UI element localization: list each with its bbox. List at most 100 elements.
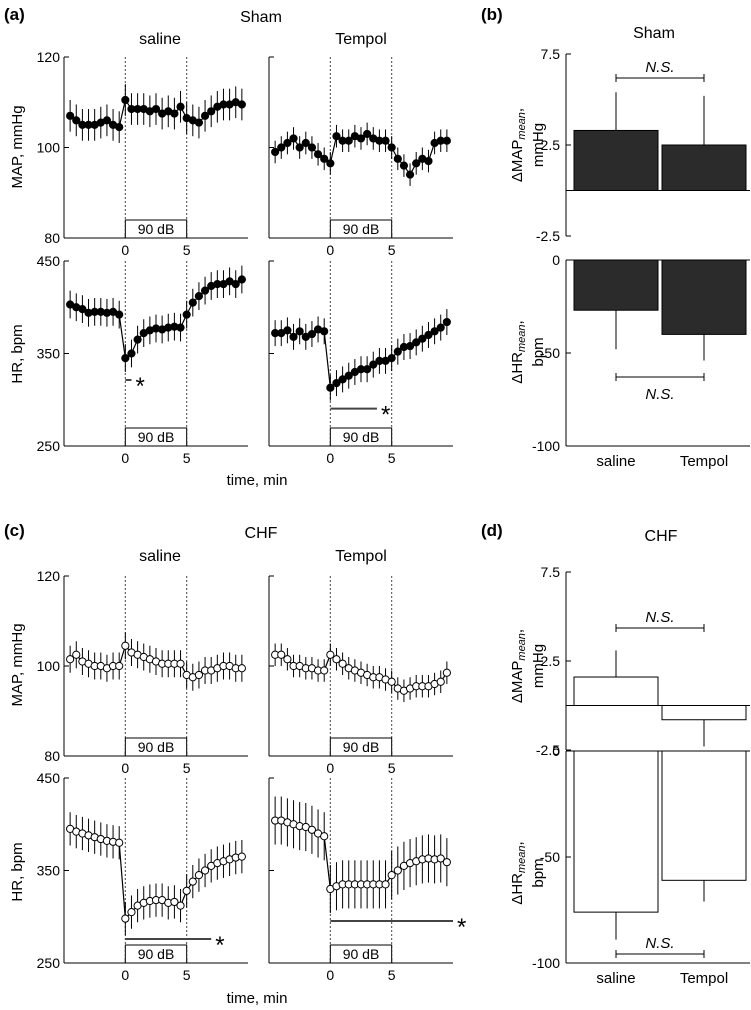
data-point [326, 650, 335, 659]
data-point [412, 159, 421, 168]
data-point [320, 832, 329, 841]
data-point [332, 655, 341, 664]
stimulus-label: 90 dB [138, 221, 175, 237]
x-tick-label: 5 [388, 967, 396, 983]
plot-a-hr-tempol: 0 5 90 dB* [268, 260, 453, 466]
data-point [418, 334, 427, 343]
data-point [207, 107, 216, 116]
data-point [442, 668, 451, 677]
data-point [115, 123, 124, 132]
y-tick-label: 350 [37, 863, 61, 879]
data-point [115, 661, 124, 671]
category-label: Tempol [680, 453, 728, 470]
ylabel-unit: bpm [530, 337, 547, 366]
ylabel-map-a: MAP, mmHg [9, 105, 26, 188]
data-point [442, 136, 451, 145]
title-chf-tempol: Tempol [335, 548, 387, 565]
data-point [237, 100, 246, 109]
significance-star: * [457, 914, 466, 941]
bar-saline [573, 676, 659, 707]
data-point [237, 664, 246, 673]
ylabel-hr-a: HR, bpm [9, 324, 26, 383]
data-point [320, 666, 329, 675]
plot-d-map-bars: -2.5 2.5 7.5 N.S. ΔMAPmean,mmHg [509, 564, 750, 758]
x-tick-label: 5 [388, 450, 396, 466]
data-point [72, 650, 81, 659]
data-point [387, 677, 396, 686]
bar-tempol [661, 144, 747, 191]
x-tick-label: 0 [326, 450, 334, 466]
data-point [115, 838, 124, 847]
plot-b-map-bars: -2.5 2.5 7.5 N.S. ΔMAPmean,mmHg [509, 46, 750, 244]
x-tick-label: 0 [121, 242, 129, 258]
data-point [436, 854, 445, 863]
data-point [176, 659, 185, 668]
data-point [170, 897, 179, 907]
ylabel-unit: mmHg [530, 644, 547, 688]
data-point [115, 310, 124, 319]
data-point [344, 371, 353, 380]
significance-star: * [135, 373, 144, 400]
y-tick-label: -2.5 [536, 742, 560, 758]
data-point [194, 118, 204, 127]
data-point [307, 143, 317, 152]
data-point [271, 147, 280, 157]
data-point [442, 858, 451, 867]
x-tick-label: 5 [183, 450, 191, 466]
x-tick-label: 0 [121, 450, 129, 466]
data-point [424, 156, 433, 166]
stimulus-label: 90 dB [343, 946, 380, 962]
ylabel-delta: ΔMAPmean, [509, 629, 528, 703]
data-point [301, 138, 310, 148]
stimulus-box [124, 737, 188, 757]
stimulus-box [329, 737, 393, 757]
plot-a-hr-saline: 250 350 450 0 5 90 dB * [37, 253, 248, 466]
data-point [283, 326, 292, 335]
y-tick-label: 100 [37, 140, 61, 156]
stimulus-label: 90 dB [343, 221, 380, 237]
significance-star: * [381, 402, 390, 429]
significance-star: * [215, 932, 224, 959]
data-point [200, 111, 210, 120]
data-point [424, 330, 433, 340]
data-point [381, 136, 390, 145]
data-point [363, 365, 372, 374]
x-tick-label: 0 [326, 760, 334, 776]
data-point [283, 655, 292, 664]
data-point [313, 150, 323, 159]
x-tick-label: 0 [121, 967, 129, 983]
plot-c-hr-tempol: 0 5 90 dB * [268, 777, 466, 983]
panel-label-b: (b) [481, 5, 503, 24]
ns-label: N.S. [645, 935, 674, 952]
y-tick-label: 7.5 [541, 564, 561, 580]
y-tick-label: 80 [44, 748, 60, 764]
panel-label-a: (a) [4, 5, 25, 24]
data-point [283, 138, 292, 148]
data-point [442, 317, 451, 327]
data-point [295, 327, 304, 336]
ylabel-hr-c: HR, bpm [9, 842, 26, 901]
data-point [405, 170, 415, 179]
y-tick-label: 450 [37, 253, 61, 269]
stimulus-label: 90 dB [343, 429, 380, 445]
category-label: saline [596, 453, 635, 470]
panel-label-c: (c) [4, 521, 25, 540]
data-point [363, 129, 372, 139]
data-point [307, 329, 317, 339]
data-point [436, 323, 445, 332]
data-point [399, 161, 409, 170]
x-tick-label: 0 [326, 242, 334, 258]
x-tick-label: 5 [183, 242, 191, 258]
ns-label: N.S. [645, 59, 674, 76]
bar-tempol [661, 259, 747, 335]
bar-saline [573, 129, 659, 192]
data-point [332, 132, 341, 141]
y-tick-label: -100 [532, 438, 560, 454]
data-point [344, 136, 353, 145]
data-point [188, 298, 197, 307]
y-tick-label: 350 [37, 346, 61, 362]
panel-label-d: (d) [481, 521, 503, 540]
data-point [430, 327, 439, 336]
category-label: Tempol [680, 970, 728, 987]
data-point [356, 134, 366, 143]
